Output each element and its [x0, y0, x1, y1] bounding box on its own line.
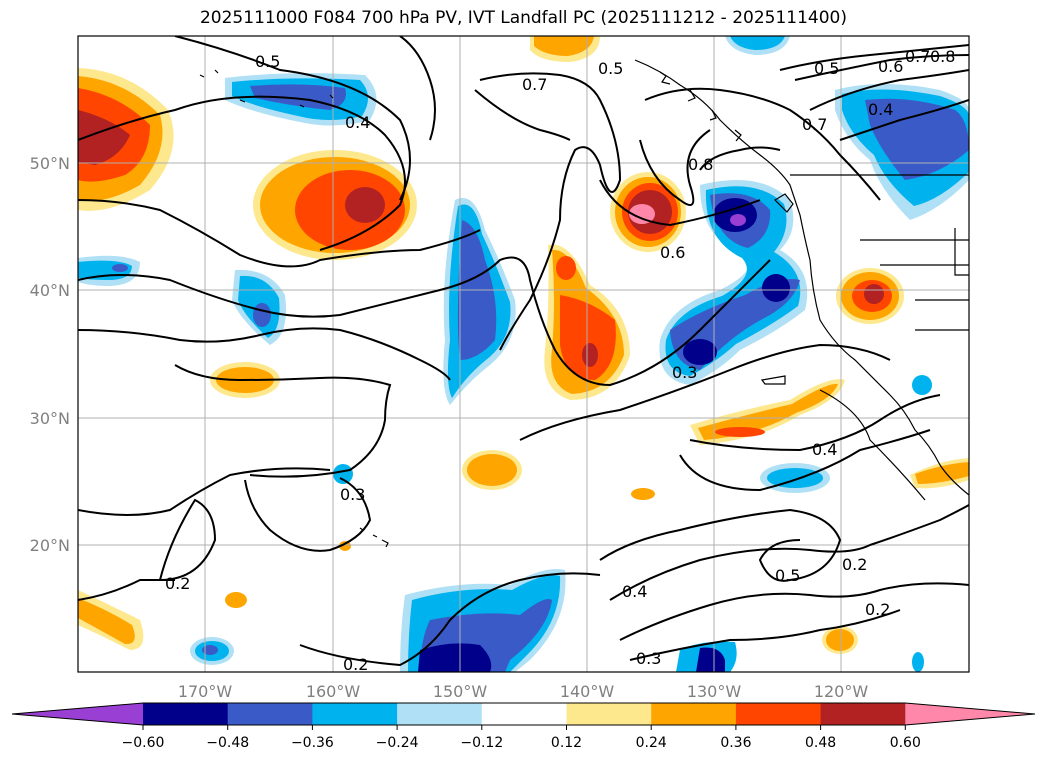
colorbar: −0.60 −0.48 −0.36 −0.24 −0.12 0.12 0.24 0.36 0.4… [11, 702, 1036, 751]
longitude-labels: 170°W 160°W 150°W 140°W 130°W 120°W [178, 682, 869, 701]
contour-label: 0.2 [865, 600, 890, 619]
lon-label: 120°W [814, 682, 869, 701]
contour-lines [78, 36, 969, 667]
colorbar-segment [820, 703, 906, 725]
contour-label: 0.4 [812, 440, 837, 459]
contour-label: 0.2 [842, 555, 867, 574]
colorbar-tick-label: −0.60 [122, 735, 165, 751]
positive-anomaly-south-center [462, 450, 522, 490]
positive-anomaly-east-band [690, 379, 845, 445]
latitude-labels: 50°N 40°N 30°N 20°N [30, 154, 70, 555]
positive-anomaly-northwest [78, 68, 174, 211]
negative-anomaly-south [400, 569, 566, 672]
negative-anomaly-west [78, 255, 286, 345]
contour-label: 0.5 [814, 59, 839, 78]
lon-label: 170°W [178, 682, 233, 701]
contour-label: 0.3 [672, 363, 697, 382]
colorbar-tick-label: −0.36 [291, 735, 334, 751]
colorbar-tick-label: 0.12 [551, 735, 582, 751]
colorbar-tick-label: −0.12 [460, 735, 503, 751]
contour-label: 0.3 [340, 485, 365, 504]
contour-label: 0.4 [345, 113, 370, 132]
shaded-anomalies [78, 36, 969, 672]
lon-label: 130°W [687, 682, 742, 701]
positive-anomaly-top-center [530, 36, 600, 62]
contour-label: 0.5 [598, 59, 623, 78]
contour-label: 0.7 [802, 115, 827, 134]
lat-label: 20°N [30, 536, 70, 555]
colorbar-segment [481, 703, 567, 725]
colorbar-tick-label: 0.24 [636, 735, 667, 751]
contour-labels: 0.5 0.4 0.7 0.5 0.5 0.6 0.7 0.8 0.7 0.4 … [165, 47, 955, 674]
contour-label: 0.5 [255, 52, 280, 71]
contour-label: 0.4 [868, 100, 893, 119]
positive-anomaly-southeast [822, 458, 969, 654]
lat-label: 40°N [30, 281, 70, 300]
contour-label: 0.8 [930, 47, 955, 66]
plot-area [78, 36, 969, 672]
colorbar-tick-label: −0.48 [206, 735, 249, 751]
colorbar-tick-label: 0.60 [890, 735, 921, 751]
contour-label: 0.4 [622, 582, 647, 601]
contour-label: 0.8 [688, 155, 713, 174]
contour-label: 0.3 [636, 649, 661, 668]
map-title: 2025111000 F084 700 hPa PV, IVT Landfall… [199, 8, 847, 28]
lon-label: 150°W [433, 682, 488, 701]
colorbar-segment [651, 703, 737, 725]
contour-label: 0.6 [878, 57, 903, 76]
negative-anomaly-northeast [835, 84, 969, 220]
colorbar-tick-label: 0.48 [805, 735, 836, 751]
positive-anomaly-central-north [253, 150, 417, 260]
colorbar-segment [143, 703, 229, 725]
contour-label: 0.2 [343, 655, 368, 674]
colorbar-segment [735, 703, 822, 725]
negative-anomaly-central [443, 198, 516, 405]
colorbar-tick-label: 0.36 [720, 735, 751, 751]
colorbar-segment [397, 703, 483, 725]
lon-label: 140°W [560, 682, 615, 701]
plot-frame [77, 35, 970, 673]
colorbar-segment [566, 703, 652, 725]
colorbar-segment [227, 703, 313, 725]
positive-anomaly-gulf [610, 172, 686, 252]
positive-anomaly-coast [836, 268, 904, 324]
colorbar-tick-label: −0.24 [376, 735, 419, 751]
contour-label: 0.2 [165, 574, 190, 593]
lon-label: 160°W [306, 682, 361, 701]
contour-label: 0.7 [905, 47, 930, 66]
contour-label: 0.6 [660, 243, 685, 262]
lat-label: 50°N [30, 154, 70, 173]
negative-anomaly-top-right [725, 36, 790, 55]
gridlines [78, 36, 969, 672]
contour-label: 0.7 [522, 75, 547, 94]
lat-label: 30°N [30, 409, 70, 428]
colorbar-segment [312, 703, 398, 725]
coastlines [199, 59, 969, 548]
positive-anomaly-southwest [78, 488, 655, 650]
colorbar-extend-min [12, 703, 143, 725]
contour-label: 0.5 [775, 566, 800, 585]
colorbar-extend-max [905, 703, 1035, 725]
